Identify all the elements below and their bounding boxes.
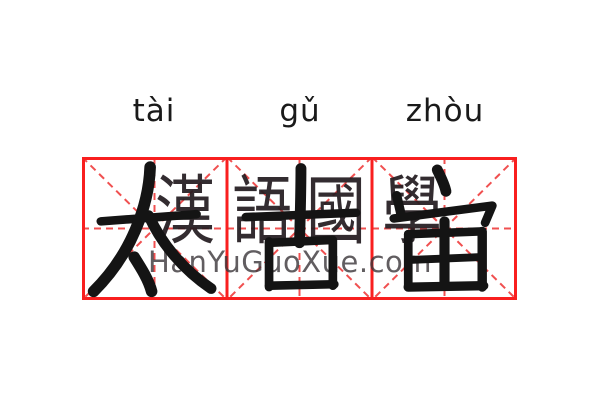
pinyin-gu: gǔ (279, 93, 321, 129)
pinyin-zhou: zhòu (405, 93, 485, 129)
pinyin-tai: tài (132, 93, 176, 129)
grid-solid-frame (82, 157, 517, 300)
hanzi-tai (87, 161, 217, 298)
hanzi-zhou (389, 164, 497, 292)
hanzi-gu (241, 163, 361, 292)
